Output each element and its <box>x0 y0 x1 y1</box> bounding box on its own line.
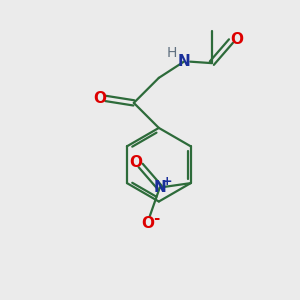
Text: O: O <box>93 91 106 106</box>
Text: H: H <box>166 46 177 60</box>
Text: O: O <box>129 155 142 170</box>
Text: N: N <box>153 180 166 195</box>
Text: O: O <box>230 32 243 47</box>
Text: O: O <box>142 216 154 231</box>
Text: +: + <box>162 175 172 188</box>
Text: -: - <box>153 211 159 226</box>
Text: N: N <box>178 54 190 69</box>
